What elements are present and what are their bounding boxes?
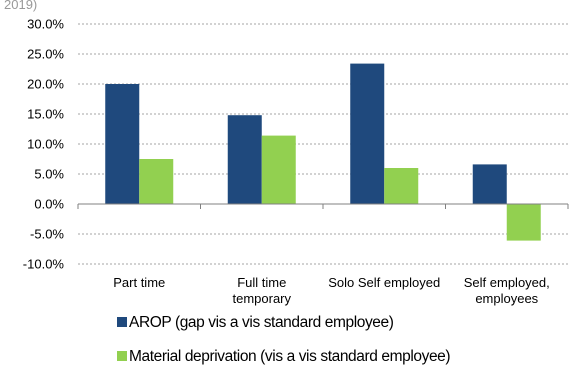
bar-series1-cat4 <box>472 164 507 204</box>
x-category-label-line: Self employed, <box>464 275 550 290</box>
x-category-label-line: Solo Self employed <box>328 275 440 290</box>
y-tick-label: 20.0% <box>27 77 64 92</box>
x-category-label: Part time <box>113 275 165 290</box>
x-category-label: Solo Self employed <box>328 275 440 290</box>
y-tick-label: 30.0% <box>27 17 64 32</box>
y-tick-label: 5.0% <box>34 167 64 182</box>
bar-series1-cat3 <box>350 63 385 204</box>
legend-swatch-series2 <box>117 351 127 361</box>
x-axis-tick-marks <box>77 204 569 209</box>
y-axis-ticks: 30.0% 25.0% 20.0% 15.0% 10.0% 5.0% 0.0% -5.0% -1… <box>23 17 65 272</box>
legend-label-series1: AROP (gap vis a vis standard employee) <box>129 314 394 331</box>
y-tick-label: 10.0% <box>27 137 64 152</box>
legend: AROP (gap vis a vis standard employee) Ma… <box>117 314 451 365</box>
chart-cropped-header: 2019) <box>4 0 37 12</box>
y-tick-label: -5.0% <box>30 227 64 242</box>
x-category-label: Full time temporary <box>232 275 291 306</box>
x-axis-categories: Part time Full time temporary Solo Self emp… <box>113 275 550 306</box>
x-category-label-line: temporary <box>232 291 291 306</box>
bar-series1-cat2 <box>227 115 262 204</box>
bar-series2-cat2 <box>261 135 296 204</box>
y-tick-label: -10.0% <box>23 257 65 272</box>
x-category-label-line: employees <box>475 291 538 306</box>
legend-swatch-series1 <box>117 317 127 327</box>
x-category-label: Self employed, employees <box>464 275 550 306</box>
gridlines <box>78 23 568 265</box>
legend-label-series2: Material deprivation (vis a vis standard… <box>129 348 450 365</box>
y-tick-label: 0.0% <box>34 197 64 212</box>
y-tick-label: 15.0% <box>27 107 64 122</box>
bar-series2-cat4 <box>506 204 541 241</box>
x-category-label-line: Full time <box>237 275 286 290</box>
y-tick-label: 25.0% <box>27 47 64 62</box>
bar-series2-cat3 <box>384 168 419 204</box>
x-category-label-line: Part time <box>113 275 165 290</box>
bar-series1-cat1 <box>105 84 140 204</box>
bar-series2-cat1 <box>139 159 174 204</box>
bars <box>105 63 541 241</box>
